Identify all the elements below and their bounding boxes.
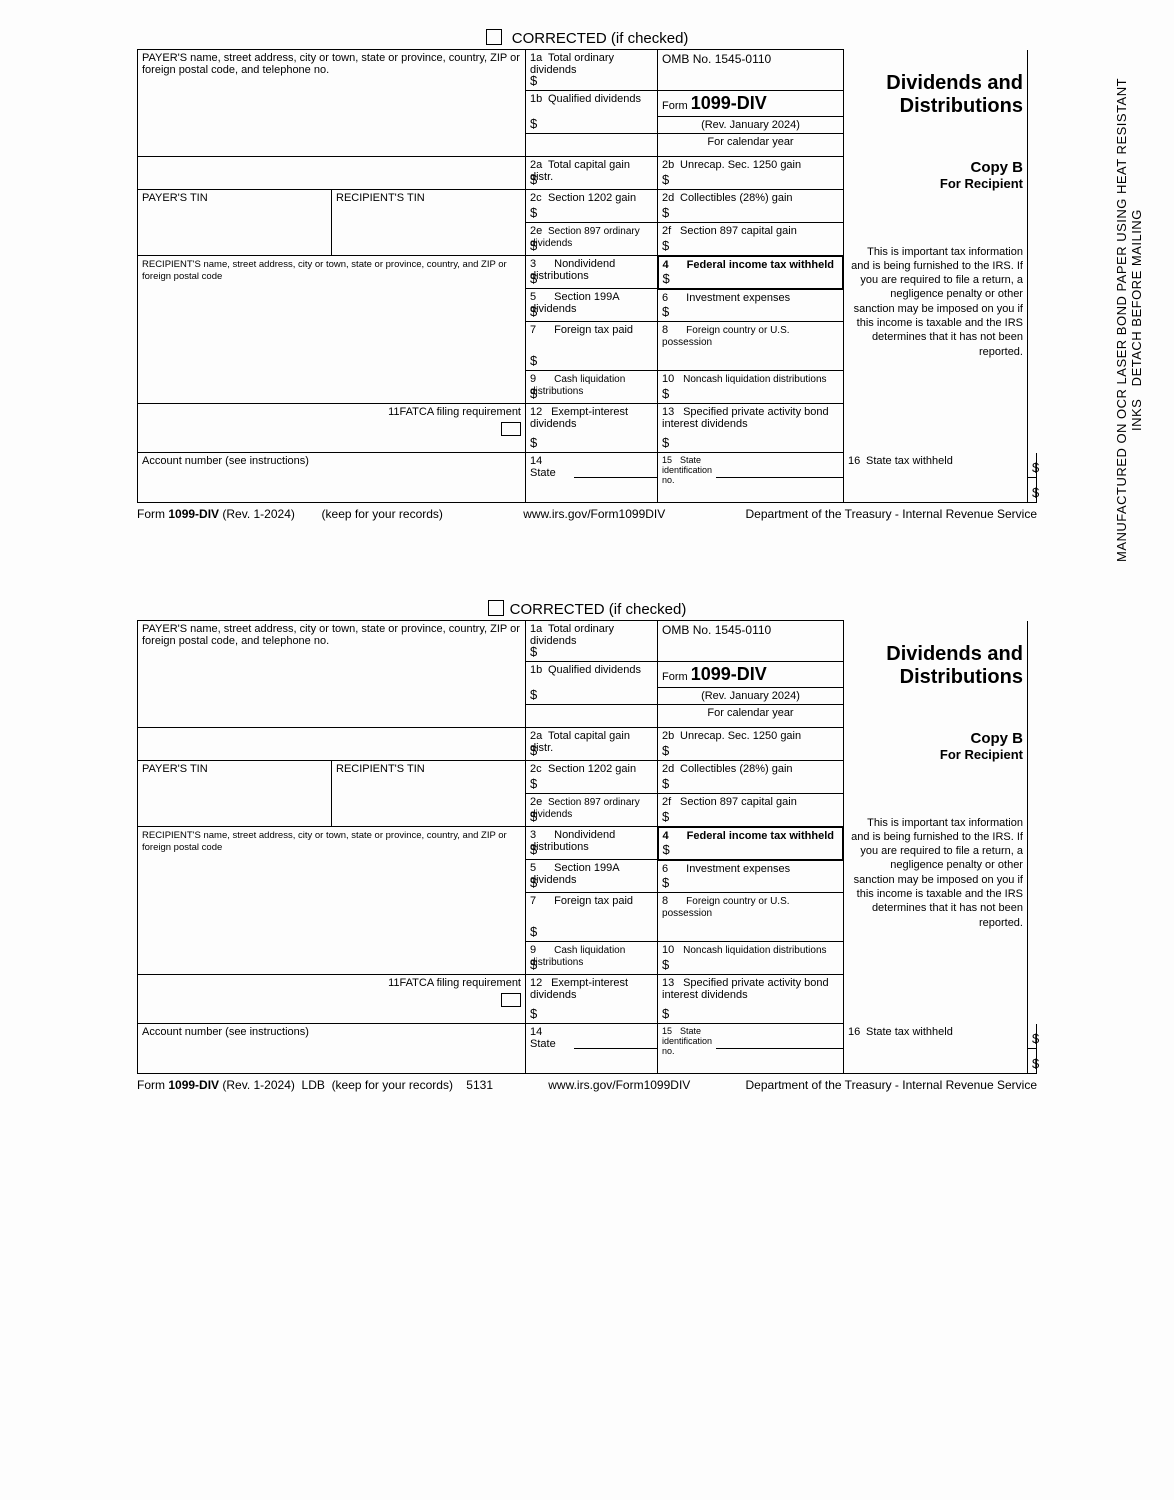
box-16-label: 16State tax withheld (843, 453, 1027, 503)
box-2c[interactable]: 2cSection 1202 gain$ (526, 190, 658, 223)
recipient-info-cell[interactable]: RECIPIENT'S name, street address, city o… (138, 256, 526, 404)
box-1a[interactable]: 1aTotal ordinary dividends$ (526, 50, 658, 91)
payer-tin-cell[interactable]: PAYER'S TIN (138, 190, 332, 256)
copy-b-cell: Copy BFor Recipient (843, 157, 1027, 223)
corrected-checkbox[interactable] (486, 29, 502, 45)
fatca-checkbox[interactable] (501, 422, 521, 436)
corrected-row: CORRECTED (if checked) (40, 30, 1134, 47)
rev-cell: (Rev. January 2024) (658, 117, 844, 134)
box-12[interactable]: 12 Exempt-interest dividends$ (526, 404, 658, 453)
box-16-val2[interactable]: $ (1027, 478, 1036, 503)
box-14-label: 14State (526, 453, 575, 503)
omb-cell: OMB No. 1545-0110 (658, 50, 844, 91)
footer-2: Form 1099-DIV (Rev. 1-2024) LDB (keep fo… (137, 1078, 1037, 1092)
box-6[interactable]: 6 Investment expenses$ (658, 289, 844, 322)
box-3[interactable]: 3 Nondividend distributions$ (526, 256, 658, 289)
form-1099-div-copy-2: CORRECTED (if checked) PAYER'S name, str… (40, 601, 1134, 1092)
corrected-label: CORRECTED (if checked) (512, 30, 689, 47)
account-number-cell[interactable]: Account number (see instructions) (138, 453, 526, 503)
box-10[interactable]: 10 Noncash liquidation distributions$ (658, 371, 844, 404)
box-7[interactable]: 7 Foreign tax paid$ (526, 322, 658, 371)
footer-1: Form 1099-DIV (Rev. 1-2024) (keep for yo… (137, 507, 1037, 521)
form-1099-div-copy-1: CORRECTED (if checked) PAYER'S name, str… (40, 30, 1134, 521)
box-8[interactable]: 8 Foreign country or U.S. possession (658, 322, 844, 371)
box-9[interactable]: 9 Cash liquidation distributions$ (526, 371, 658, 404)
title-cell: Dividends and Distributions (843, 50, 1027, 157)
form-table: PAYER'S name, street address, city or to… (137, 49, 1037, 503)
recipient-tin-cell[interactable]: RECIPIENT'S TIN (332, 190, 526, 256)
corrected-checkbox-2[interactable] (488, 600, 504, 616)
calyear-cell: For calendar year (658, 134, 844, 157)
box-11[interactable]: 11FATCA filing requirement (332, 404, 526, 453)
box-2e[interactable]: 2eSection 897 ordinary dividends$ (526, 223, 658, 256)
box-2f[interactable]: 2fSection 897 capital gain$ (658, 223, 844, 256)
box-2a[interactable]: 2aTotal capital gain distr.$ (526, 157, 658, 190)
vertical-manufacture-note: MANUFACTURED ON OCR LASER BOND PAPER USI… (1114, 70, 1144, 570)
payer-info-cell[interactable]: PAYER'S name, street address, city or to… (138, 50, 526, 157)
box-2d[interactable]: 2dCollectibles (28%) gain$ (658, 190, 844, 223)
box-4[interactable]: 4 Federal income tax withheld$ (658, 256, 844, 289)
box-16-val1[interactable]: $ (1027, 453, 1036, 478)
form-num-cell: Form 1099-DIV (658, 91, 844, 117)
box-2b[interactable]: 2bUnrecap. Sec. 1250 gain$ (658, 157, 844, 190)
box-15-label: 15State identification no. (658, 453, 717, 503)
box-13[interactable]: 13 Specified private activity bond inter… (658, 404, 844, 453)
info-text-cell: This is important tax information and is… (843, 223, 1027, 453)
box-1b[interactable]: 1bQualified dividends$ (526, 91, 658, 134)
box-5[interactable]: 5 Section 199A dividends$ (526, 289, 658, 322)
